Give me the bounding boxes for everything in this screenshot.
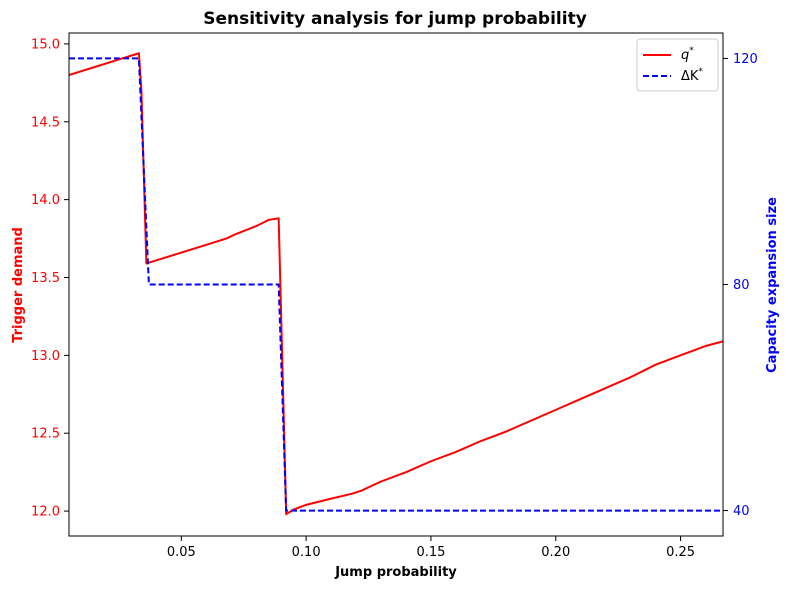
series-line-capacity-expansion <box>69 57 723 512</box>
right-y-tick-label: 40 <box>733 504 750 519</box>
x-tick-label: 0.10 <box>292 545 321 560</box>
legend-label-delta-k: ΔK* <box>681 67 703 84</box>
series-layer <box>69 52 723 516</box>
left-y-axis-ticks: 12.0 12.5 13.0 13.5 14.0 14.5 15.0 <box>31 37 69 520</box>
legend-label-q: q* <box>681 46 694 63</box>
right-y-axis-ticks: 40 80 120 <box>723 52 758 519</box>
left-y-tick-label: 14.5 <box>31 115 60 130</box>
left-y-tick-label: 12.0 <box>31 505 60 520</box>
x-axis-label: Jump probability <box>334 565 457 580</box>
series-line-trigger-demand <box>69 52 723 516</box>
right-y-tick-label: 80 <box>733 278 750 293</box>
x-tick-label: 0.20 <box>541 545 570 560</box>
legend-box <box>636 38 719 92</box>
chart-title: Sensitivity analysis for jump probabilit… <box>203 9 587 29</box>
left-y-tick-label: 13.0 <box>31 349 60 364</box>
right-y-tick-label: 120 <box>733 52 758 67</box>
left-y-tick-label: 13.5 <box>31 271 60 286</box>
left-y-tick-label: 14.0 <box>31 193 60 208</box>
x-axis-ticks: 0.05 0.10 0.15 0.20 0.25 <box>167 536 695 560</box>
x-tick-label: 0.05 <box>167 545 196 560</box>
legend: q* ΔK* <box>636 38 719 92</box>
right-y-axis-label: Capacity expansion size <box>765 197 780 373</box>
left-y-tick-label: 12.5 <box>31 427 60 442</box>
left-y-tick-label: 15.0 <box>31 37 60 52</box>
left-y-axis-label: Trigger demand <box>11 227 26 343</box>
x-tick-label: 0.25 <box>666 545 695 560</box>
x-tick-label: 0.15 <box>416 545 445 560</box>
